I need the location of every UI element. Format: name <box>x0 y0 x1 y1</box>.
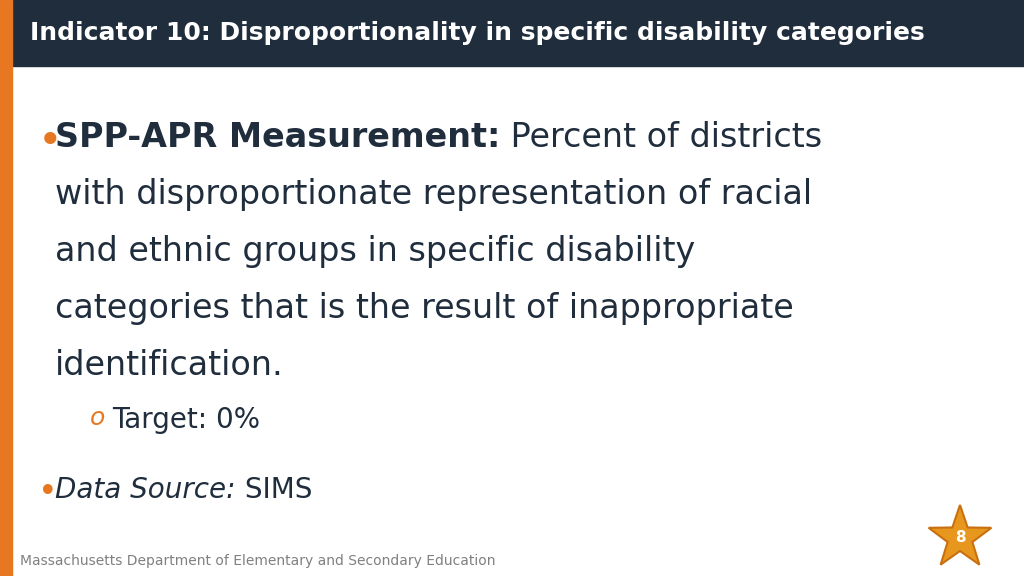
Text: SPP-APR Measurement:: SPP-APR Measurement: <box>55 121 501 154</box>
Text: identification.: identification. <box>55 349 284 382</box>
Text: Target: 0%: Target: 0% <box>112 406 260 434</box>
Text: and ethnic groups in specific disability: and ethnic groups in specific disability <box>55 235 695 268</box>
Polygon shape <box>929 505 991 564</box>
Text: Percent of districts: Percent of districts <box>501 121 822 154</box>
Bar <box>0 0 12 576</box>
Text: 8: 8 <box>954 530 966 545</box>
Text: •: • <box>38 121 62 163</box>
Text: categories that is the result of inappropriate: categories that is the result of inappro… <box>55 292 794 325</box>
Bar <box>0 0 1024 66</box>
Text: SIMS: SIMS <box>236 476 312 504</box>
Text: Massachusetts Department of Elementary and Secondary Education: Massachusetts Department of Elementary a… <box>20 554 496 568</box>
Text: •: • <box>38 476 57 509</box>
Text: Data Source:: Data Source: <box>55 476 236 504</box>
Text: o: o <box>90 406 105 430</box>
Text: Indicator 10: Disproportionality in specific disability categories: Indicator 10: Disproportionality in spec… <box>31 21 925 45</box>
Text: with disproportionate representation of racial: with disproportionate representation of … <box>55 178 812 211</box>
